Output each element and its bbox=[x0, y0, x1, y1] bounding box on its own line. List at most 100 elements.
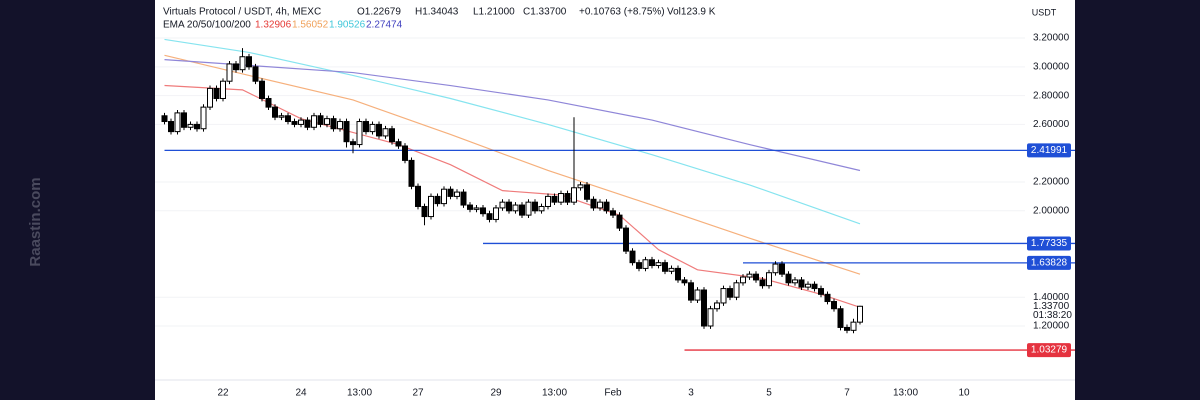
ohlc-value: O1.22679 bbox=[357, 7, 401, 18]
candle-body bbox=[714, 302, 720, 310]
candle-body bbox=[454, 191, 460, 197]
candle-body bbox=[187, 123, 194, 128]
candle-body bbox=[207, 87, 213, 108]
candle-body bbox=[649, 259, 655, 267]
candle-body bbox=[766, 272, 772, 287]
level-badge bbox=[1027, 255, 1071, 270]
ema-value: 1.32906 bbox=[255, 20, 292, 31]
x-tick-label: 3 bbox=[688, 388, 694, 399]
candle-body bbox=[720, 288, 727, 304]
candle-body bbox=[369, 123, 376, 133]
candle-body bbox=[356, 121, 363, 146]
candle-body bbox=[610, 210, 616, 216]
candle-body bbox=[577, 184, 584, 189]
candle-body bbox=[233, 63, 239, 71]
ohlc-value: +0.10763 (+8.75%) bbox=[579, 7, 665, 18]
currency: USDT bbox=[1032, 7, 1057, 17]
ema-title: EMA 20/50/100/200 bbox=[163, 20, 251, 31]
level-label: 1.03279 bbox=[1031, 345, 1068, 356]
y-tick-label: 1.20000 bbox=[1033, 321, 1070, 332]
ohlc-value: L1.21000 bbox=[473, 7, 515, 18]
symbol: Virtuals Protocol / USDT, 4h, MEXC bbox=[163, 7, 321, 18]
candle-body bbox=[694, 289, 701, 301]
candle-body bbox=[467, 204, 473, 210]
y-tick-label: 2.00000 bbox=[1033, 205, 1070, 216]
candle-body bbox=[655, 262, 662, 267]
candle-body bbox=[220, 80, 226, 99]
x-tick-label: Feb bbox=[604, 388, 622, 399]
countdown: 01:38:20 bbox=[1033, 310, 1072, 321]
level-badge bbox=[1027, 236, 1071, 251]
candle-body bbox=[590, 198, 597, 209]
candle-body bbox=[265, 97, 272, 108]
candle-body bbox=[551, 195, 558, 203]
y-tick-label: 3.20000 bbox=[1033, 33, 1070, 44]
level-label: 1.63828 bbox=[1031, 258, 1068, 269]
candle-body bbox=[298, 119, 304, 125]
candle-body bbox=[584, 184, 590, 200]
candle-body bbox=[824, 293, 831, 303]
candle-body bbox=[499, 201, 506, 209]
x-tick-label: 13:00 bbox=[542, 388, 567, 399]
candle-body bbox=[304, 119, 311, 128]
candle-body bbox=[330, 118, 337, 130]
candle-body bbox=[746, 273, 753, 278]
ema-value: 1.90526 bbox=[329, 20, 366, 31]
candle-body bbox=[421, 205, 428, 218]
candle-body bbox=[532, 201, 538, 212]
candle-body bbox=[792, 279, 798, 284]
candle-body bbox=[811, 283, 818, 290]
candle-body bbox=[181, 112, 187, 128]
candle-body bbox=[629, 250, 636, 264]
ema-line bbox=[164, 59, 861, 172]
candle-body bbox=[246, 56, 252, 68]
candle-body bbox=[278, 115, 285, 118]
candle-body bbox=[363, 121, 369, 133]
candle-body bbox=[636, 262, 642, 269]
candle-body bbox=[291, 121, 298, 125]
candle-body bbox=[408, 159, 415, 187]
candle-body bbox=[642, 259, 649, 269]
candle-body bbox=[168, 121, 174, 133]
watermark: Raastin.com bbox=[27, 177, 44, 266]
candle-body bbox=[428, 195, 434, 218]
ema-value: 1.56052 bbox=[292, 20, 329, 31]
ohlc-value: H1.34043 bbox=[415, 7, 459, 18]
candle-body bbox=[376, 123, 382, 137]
candle-body bbox=[818, 288, 824, 295]
candle-body bbox=[662, 262, 668, 272]
candle-body bbox=[493, 207, 499, 220]
x-tick-label: 27 bbox=[412, 388, 424, 399]
x-tick-label: 5 bbox=[766, 388, 772, 399]
y-tick-label: 2.20000 bbox=[1033, 177, 1070, 188]
candle-body bbox=[395, 141, 402, 147]
candle-body bbox=[259, 80, 265, 99]
candle-body bbox=[707, 308, 714, 327]
x-tick-label: 13:00 bbox=[347, 388, 372, 399]
labels: 1.20000 1.40000 2.00000 2.20000 2.60000 2.800… bbox=[163, 7, 1072, 399]
x-tick-label: 7 bbox=[844, 388, 850, 399]
candle-body bbox=[558, 193, 564, 203]
candle-body bbox=[337, 121, 343, 130]
level-badge bbox=[1027, 143, 1071, 158]
candle-body bbox=[239, 56, 246, 71]
level-badge bbox=[1027, 343, 1071, 358]
x-tick-label: 10 bbox=[958, 388, 970, 399]
x-tick-label: 22 bbox=[217, 388, 229, 399]
y-tick-label: 2.60000 bbox=[1033, 119, 1070, 130]
candle-body bbox=[727, 288, 733, 298]
candle-body bbox=[519, 204, 525, 216]
candle-body bbox=[213, 87, 220, 99]
x-tick-label: 13:00 bbox=[893, 388, 918, 399]
candle-body bbox=[194, 123, 200, 130]
candle-body bbox=[538, 205, 545, 212]
candle-body bbox=[564, 193, 571, 203]
candle-body bbox=[174, 112, 181, 133]
candle-body bbox=[525, 201, 532, 216]
candle-body bbox=[675, 267, 681, 281]
left-panel bbox=[0, 0, 155, 400]
candle-body bbox=[311, 115, 317, 128]
candle-body bbox=[616, 214, 623, 229]
